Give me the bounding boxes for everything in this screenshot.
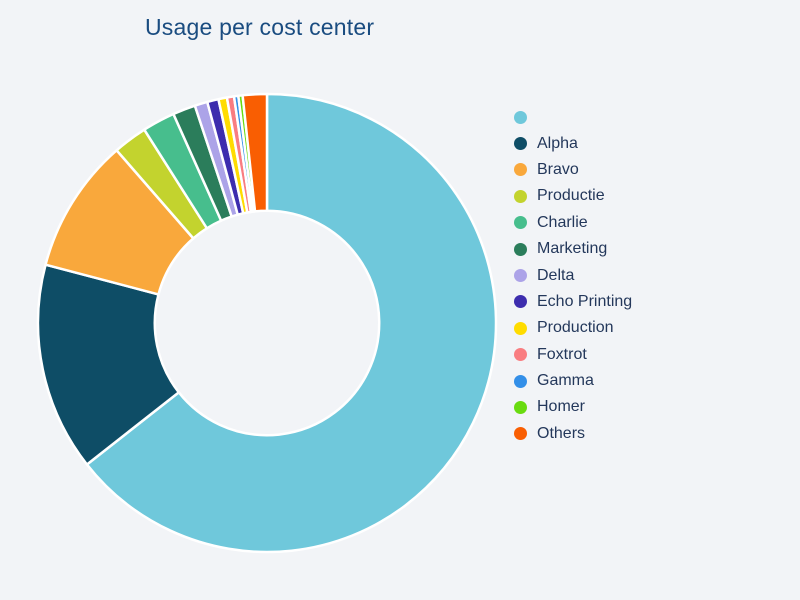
legend-swatch-icon	[514, 400, 527, 414]
legend-label: Delta	[537, 266, 575, 284]
legend-item-echo-printing[interactable]: Echo Printing	[514, 289, 632, 315]
legend-item-productie[interactable]: Productie	[514, 183, 632, 209]
slice-others[interactable]	[241, 92, 269, 213]
legend-swatch-icon	[514, 110, 527, 124]
legend-item-gamma[interactable]: Gamma	[514, 368, 632, 394]
legend-item-homer[interactable]: Homer	[514, 394, 632, 420]
legend-item-charlie[interactable]: Charlie	[514, 210, 632, 236]
legend-label: Charlie	[537, 213, 588, 231]
legend-item-unlabeled[interactable]	[514, 104, 632, 130]
legend-label: Foxtrot	[537, 345, 587, 363]
legend-label: Alpha	[537, 134, 578, 152]
slice-alpha[interactable]	[36, 263, 181, 466]
legend-swatch-icon	[514, 216, 527, 230]
legend-label: Others	[537, 424, 586, 442]
slice-unlabeled[interactable]	[85, 92, 498, 554]
legend-label: Gamma	[537, 372, 594, 390]
legend-swatch-icon	[514, 163, 527, 177]
legend-item-production[interactable]: Production	[514, 315, 632, 341]
legend-swatch-icon	[514, 374, 527, 388]
legend-item-bravo[interactable]: Bravo	[514, 157, 632, 183]
legend-label: Productie	[537, 187, 605, 205]
legend-item-foxtrot[interactable]: Foxtrot	[514, 342, 632, 368]
legend-label: Homer	[537, 398, 586, 416]
legend-label: Production	[537, 319, 614, 337]
legend-label: Marketing	[537, 240, 608, 258]
legend-swatch-icon	[514, 321, 527, 335]
legend-swatch-icon	[514, 348, 527, 362]
legend-item-delta[interactable]: Delta	[514, 262, 632, 288]
legend-swatch-icon	[514, 242, 527, 256]
legend-swatch-icon	[514, 137, 527, 151]
legend-item-alpha[interactable]: Alpha	[514, 130, 632, 156]
legend-label: Bravo	[537, 160, 579, 178]
chart-title: Usage per cost center	[145, 14, 375, 40]
legend-item-others[interactable]: Others	[514, 421, 632, 447]
legend-item-marketing[interactable]: Marketing	[514, 236, 632, 262]
legend-swatch-icon	[514, 295, 527, 309]
legend: Alpha Bravo Productie Charlie Marketing Delta…	[514, 104, 632, 447]
legend-swatch-icon	[514, 427, 527, 441]
legend-swatch-icon	[514, 269, 527, 283]
legend-swatch-icon	[514, 189, 527, 203]
legend-label: Echo Printing	[537, 292, 633, 310]
